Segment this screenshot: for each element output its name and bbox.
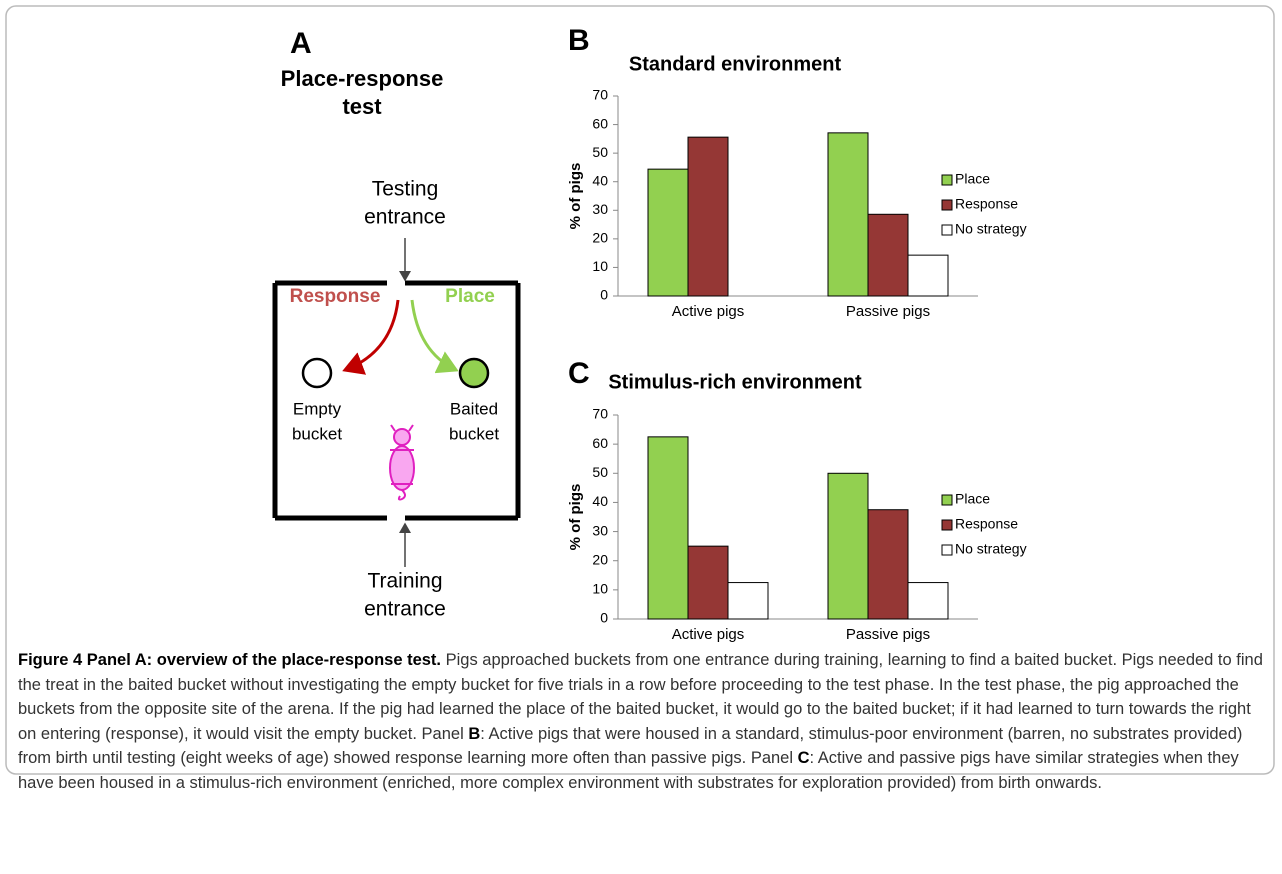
label: entrance	[364, 206, 446, 229]
label: entrance	[364, 598, 446, 621]
chart: B Standard environment % of pigs 0 10 20 30 40 5…	[567, 24, 1027, 320]
bar	[908, 583, 948, 619]
legend-label: Response	[955, 516, 1018, 532]
panel-label: B	[568, 24, 590, 57]
response-label: Response	[290, 286, 381, 307]
legend-swatch	[942, 545, 952, 555]
bar	[688, 546, 728, 619]
caption-text: B	[468, 725, 480, 743]
caption: Figure 4 Panel A: overview of the place-…	[18, 648, 1266, 796]
x-tick-label: Active pigs	[672, 626, 745, 643]
y-tick-label: 60	[592, 115, 608, 131]
legend-label: No strategy	[955, 541, 1027, 557]
y-tick-label: 0	[600, 610, 608, 626]
panel-a: A Place-response test Testing entrance T…	[275, 27, 518, 621]
caption-text: Figure 4 Panel A: overview of the place-…	[18, 651, 441, 669]
y-tick-label: 0	[600, 287, 608, 303]
legend-swatch	[942, 200, 952, 210]
chart: C Stimulus-rich environment % of pigs 0 10 20…	[567, 357, 1027, 643]
chart-title: Stimulus-rich environment	[608, 371, 862, 393]
legend-swatch	[942, 225, 952, 235]
y-axis-label: % of pigs	[567, 484, 584, 551]
label: Baited	[450, 399, 498, 418]
baited-bucket	[460, 359, 488, 387]
y-tick-label: 20	[592, 551, 608, 567]
bar	[648, 437, 688, 619]
page: A Place-response test Testing entrance T…	[0, 0, 1282, 874]
legend-label: No strategy	[955, 221, 1027, 237]
legend-swatch	[942, 520, 952, 530]
y-tick-label: 40	[592, 493, 608, 509]
y-tick-label: 60	[592, 435, 608, 451]
diagram-title: Place-response	[281, 66, 444, 91]
y-tick-label: 70	[592, 406, 608, 422]
empty-bucket	[303, 359, 331, 387]
legend-label: Place	[955, 171, 990, 187]
y-tick-label: 70	[592, 87, 608, 103]
chart-title: Standard environment	[629, 53, 842, 75]
y-tick-label: 30	[592, 522, 608, 538]
place-label: Place	[445, 286, 495, 307]
y-tick-label: 20	[592, 230, 608, 246]
panel-label: C	[568, 357, 590, 390]
panel-label: A	[290, 27, 312, 60]
bar	[688, 137, 728, 296]
label: bucket	[292, 424, 342, 443]
x-tick-label: Passive pigs	[846, 626, 930, 643]
y-tick-label: 10	[592, 258, 608, 274]
bar	[728, 583, 768, 619]
y-tick-label: 40	[592, 172, 608, 188]
bar	[908, 255, 948, 296]
label: Empty	[293, 399, 342, 418]
place-arrow	[412, 300, 456, 370]
bar	[828, 473, 868, 619]
y-tick-label: 30	[592, 201, 608, 217]
bar	[868, 510, 908, 619]
diagram-title: test	[342, 94, 382, 119]
bar	[648, 169, 688, 296]
caption-text: C	[798, 749, 810, 767]
legend-label: Response	[955, 196, 1018, 212]
legend-swatch	[942, 175, 952, 185]
bar	[868, 214, 908, 296]
label: Testing	[372, 178, 439, 201]
bar	[828, 133, 868, 296]
label: bucket	[449, 424, 499, 443]
pig	[390, 425, 414, 500]
x-tick-label: Passive pigs	[846, 303, 930, 320]
response-arrow	[345, 300, 398, 370]
y-tick-label: 50	[592, 144, 608, 160]
y-tick-label: 50	[592, 464, 608, 480]
y-tick-label: 10	[592, 581, 608, 597]
legend-label: Place	[955, 491, 990, 507]
y-axis-label: % of pigs	[567, 163, 584, 230]
legend-swatch	[942, 495, 952, 505]
label: Training	[367, 570, 442, 593]
x-tick-label: Active pigs	[672, 303, 745, 320]
